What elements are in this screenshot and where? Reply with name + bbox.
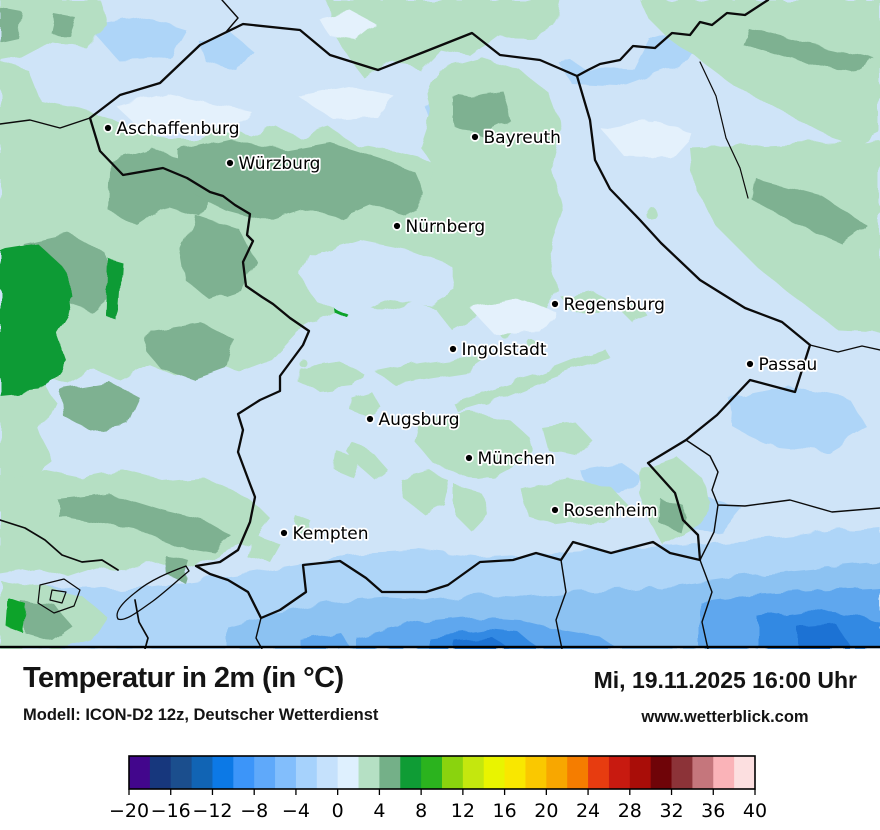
scale-tick-label: 8 (415, 800, 427, 822)
map-footer-divider (0, 646, 880, 648)
scale-segment (567, 756, 588, 789)
scale-segment (254, 756, 275, 789)
scale-tick-label: 12 (451, 800, 475, 822)
city-dot (105, 125, 111, 131)
scale-tick-label: 4 (373, 800, 385, 822)
scale-segment (171, 756, 192, 789)
weather-map: Aschaffenburg Würzburg Bayreuth Nürnberg Reg… (0, 0, 880, 649)
city-label: Ingolstadt (462, 340, 547, 360)
city-marker: Regensburg (550, 295, 665, 315)
city-marker: Kempten (279, 524, 368, 544)
scale-tick-label: −8 (240, 800, 268, 822)
scale-tick-label: 20 (534, 800, 558, 822)
city-label: Passau (759, 355, 818, 375)
city-dot (472, 134, 478, 140)
weather-app: Aschaffenburg Würzburg Bayreuth Nürnberg Reg… (0, 0, 880, 830)
scale-segment (588, 756, 609, 789)
scale-segment (672, 756, 693, 789)
scale-tick-label: −4 (282, 800, 310, 822)
scale-segment (338, 756, 359, 789)
city-marker: Augsburg (365, 410, 459, 430)
scale-tick-label: 28 (618, 800, 642, 822)
scale-segment (484, 756, 505, 789)
scale-segment (192, 756, 213, 789)
city-marker: München (464, 449, 555, 469)
city-dot (281, 530, 287, 536)
city-label: Nürnberg (406, 217, 486, 237)
city-dot (394, 223, 400, 229)
city-marker: Rosenheim (550, 501, 657, 521)
city-label: Augsburg (379, 410, 460, 430)
city-dot (747, 361, 753, 367)
city-marker: Bayreuth (470, 128, 561, 148)
scale-segment (212, 756, 233, 789)
scale-segment (296, 756, 317, 789)
city-dot (552, 507, 558, 513)
model-info: Modell: ICON-D2 12z, Deutscher Wetterdie… (23, 706, 378, 725)
city-marker: Aschaffenburg (103, 119, 239, 139)
colorbar-canvas: −20−16−12 −8 −4 0 4 8 12 16 20 24 28 32 36 40 (0, 750, 880, 830)
city-marker: Würzburg (225, 154, 320, 174)
scale-segment (546, 756, 567, 789)
scale-tick-label: 16 (493, 800, 517, 822)
city-dot (367, 416, 373, 422)
scale-segment (463, 756, 484, 789)
city-dot (466, 455, 472, 461)
scale-segment (129, 756, 150, 789)
scale-segment (421, 756, 442, 789)
scale-segment (317, 756, 338, 789)
scale-segment (609, 756, 630, 789)
city-label: Würzburg (239, 154, 321, 174)
scale-segment (150, 756, 171, 789)
temperature-scale: −20−16−12 −8 −4 0 4 8 12 16 20 24 28 32 36 40 (0, 750, 880, 830)
scale-segment (692, 756, 713, 789)
map-canvas: Aschaffenburg Würzburg Bayreuth Nürnberg Reg… (0, 0, 880, 649)
scale-segment (359, 756, 380, 789)
scale-segment (525, 756, 546, 789)
scale-tick-label: 36 (701, 800, 725, 822)
scale-tick-label: 32 (659, 800, 683, 822)
scale-tick-label: −12 (192, 800, 232, 822)
scale-segment (713, 756, 734, 789)
city-dot (450, 346, 456, 352)
scale-tick-label: 24 (576, 800, 600, 822)
city-label: Bayreuth (484, 128, 561, 148)
scale-segment (275, 756, 296, 789)
scale-segment (505, 756, 526, 789)
city-label: Kempten (293, 524, 369, 544)
scale-segment (442, 756, 463, 789)
valid-datetime: Mi, 19.11.2025 16:00 Uhr (594, 667, 857, 694)
city-label: München (478, 449, 556, 469)
scale-segment (651, 756, 672, 789)
page-title: Temperatur in 2m (in °C) (23, 662, 344, 695)
scale-tick-label: −16 (151, 800, 191, 822)
city-label: Regensburg (564, 295, 665, 315)
city-dot (552, 301, 558, 307)
scale-segment (734, 756, 755, 789)
scale-tick-label: 0 (332, 800, 344, 822)
scale-segment (233, 756, 254, 789)
scale-tick-label: 40 (743, 800, 767, 822)
city-dot (227, 160, 233, 166)
city-label: Rosenheim (564, 501, 658, 521)
scale-segment (400, 756, 421, 789)
city-marker: Nürnberg (392, 217, 485, 237)
scale-tick-label: −20 (109, 800, 149, 822)
scale-segment (630, 756, 651, 789)
city-label: Aschaffenburg (117, 119, 240, 139)
website-link: www.wetterblick.com (594, 708, 856, 727)
city-marker: Ingolstadt (448, 340, 547, 360)
scale-segment (379, 756, 400, 789)
